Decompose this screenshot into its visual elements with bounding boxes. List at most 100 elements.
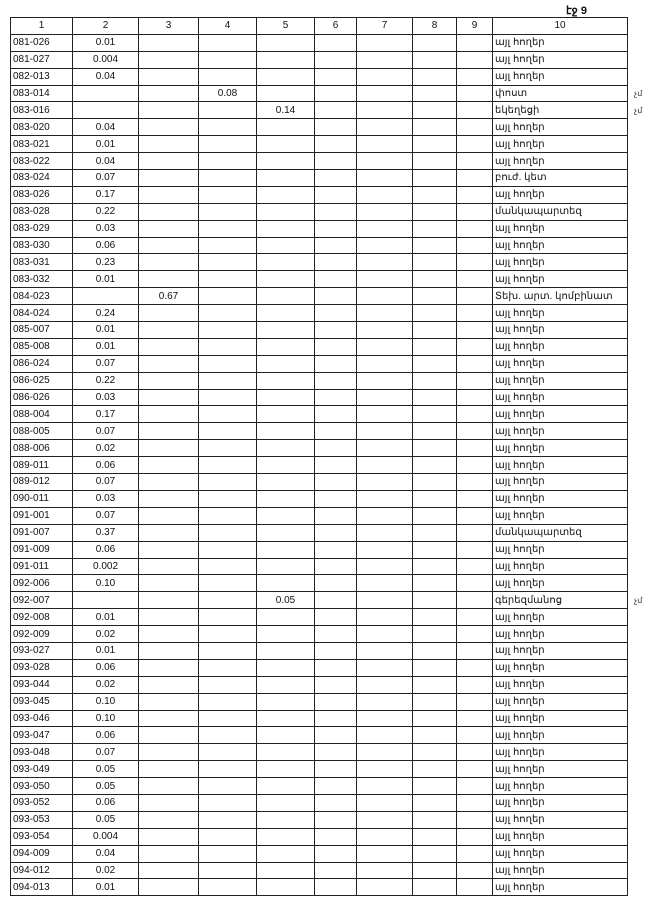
cell-col-6 bbox=[314, 523, 357, 542]
table-row: 086-024 0.07 այլ հողեր bbox=[10, 354, 628, 373]
cell-col-1: 083-021 bbox=[10, 135, 73, 154]
cell-col-1: 083-029 bbox=[10, 219, 73, 238]
cell-col-10: այլ հողեր bbox=[492, 844, 628, 863]
cell-col-4 bbox=[198, 304, 257, 323]
cell-col-6 bbox=[314, 658, 357, 677]
cell-col-8 bbox=[412, 709, 457, 728]
cell-col-3 bbox=[138, 810, 199, 829]
cell-col-5 bbox=[256, 304, 315, 323]
cell-col-3 bbox=[138, 506, 199, 525]
cell-col-10: այլ հողեր bbox=[492, 692, 628, 711]
cell-col-6 bbox=[314, 169, 357, 187]
table-row: 088-004 0.17 այլ հողեր bbox=[10, 405, 628, 424]
cell-col-8 bbox=[412, 287, 457, 306]
cell-col-9 bbox=[456, 236, 493, 255]
cell-col-5 bbox=[256, 185, 315, 204]
cell-col-3 bbox=[138, 50, 199, 69]
cell-col-6 bbox=[314, 253, 357, 272]
cell-col-2 bbox=[72, 287, 139, 306]
cell-col-5 bbox=[256, 135, 315, 154]
cell-col-9 bbox=[456, 523, 493, 542]
cell-col-9 bbox=[456, 84, 493, 103]
cell-col-8 bbox=[412, 760, 457, 779]
cell-col-1: 086-026 bbox=[10, 388, 73, 407]
cell-col-1: 085-008 bbox=[10, 337, 73, 356]
cell-col-9 bbox=[456, 641, 493, 660]
cell-col-3 bbox=[138, 405, 199, 424]
table-row: 093-028 0.06 այլ հողեր bbox=[10, 658, 628, 677]
cell-col-6 bbox=[314, 135, 357, 154]
cell-col-6 bbox=[314, 456, 357, 475]
cell-col-9 bbox=[456, 777, 493, 795]
cell-col-1: 083-031 bbox=[10, 253, 73, 272]
cell-col-2 bbox=[72, 84, 139, 103]
table-row: 093-053 0.05 այլ հողեր bbox=[10, 810, 628, 829]
cell-col-10: այլ հողեր bbox=[492, 489, 628, 508]
cell-col-6 bbox=[314, 540, 357, 559]
cell-col-6 bbox=[314, 709, 357, 728]
table-row: 085-008 0.01 այլ հողեր bbox=[10, 337, 628, 356]
cell-col-2: 0.004 bbox=[72, 827, 139, 846]
cell-col-4 bbox=[198, 388, 257, 407]
cell-col-6 bbox=[314, 489, 357, 508]
cell-col-1: 093-052 bbox=[10, 793, 73, 812]
table-header-row: 1 2 3 4 5 6 7 8 9 10 bbox=[10, 17, 628, 35]
cell-col-1: 084-023 bbox=[10, 287, 73, 306]
cell-col-1: 081-026 bbox=[10, 33, 73, 52]
cell-col-2: 0.23 bbox=[72, 253, 139, 272]
table-row: 083-024 0.07 բուժ. կետ bbox=[10, 169, 628, 187]
cell-col-7 bbox=[356, 169, 413, 187]
cell-col-4 bbox=[198, 726, 257, 745]
table-row: 086-025 0.22 այլ հողեր bbox=[10, 371, 628, 390]
cell-col-2: 0.03 bbox=[72, 489, 139, 508]
cell-col-9 bbox=[456, 557, 493, 576]
cell-col-9 bbox=[456, 456, 493, 475]
table-row: 092-007 0.05 գերեզմանոց bbox=[10, 591, 628, 610]
cell-col-4 bbox=[198, 405, 257, 424]
cell-col-10: այլ հողեր bbox=[492, 625, 628, 643]
cell-col-3 bbox=[138, 523, 199, 542]
cell-col-6 bbox=[314, 625, 357, 643]
cell-col-9 bbox=[456, 608, 493, 627]
cell-col-3 bbox=[138, 760, 199, 779]
cell-col-8 bbox=[412, 152, 457, 171]
column-header-2: 2 bbox=[72, 17, 139, 35]
table-row: 093-045 0.10 այլ հողեր bbox=[10, 692, 628, 711]
cell-col-2: 0.17 bbox=[72, 405, 139, 424]
table-row: 093-052 0.06 այլ հողեր bbox=[10, 793, 628, 812]
cell-col-1: 083-030 bbox=[10, 236, 73, 255]
cell-col-8 bbox=[412, 135, 457, 154]
cell-col-8 bbox=[412, 574, 457, 593]
cell-col-2: 0.07 bbox=[72, 422, 139, 441]
cell-col-2: 0.07 bbox=[72, 169, 139, 187]
cell-col-6 bbox=[314, 219, 357, 238]
cell-col-10: այլ հողեր bbox=[492, 574, 628, 593]
table-row: 093-048 0.07 այլ հողեր bbox=[10, 743, 628, 762]
cell-col-7 bbox=[356, 354, 413, 373]
cell-col-2: 0.04 bbox=[72, 67, 139, 86]
cell-col-8 bbox=[412, 523, 457, 542]
cell-col-10: բուժ. կետ bbox=[492, 169, 628, 187]
cell-col-9 bbox=[456, 50, 493, 69]
cell-col-2: 0.04 bbox=[72, 844, 139, 863]
cell-col-10: այլ հողեր bbox=[492, 67, 628, 86]
cell-col-2: 0.01 bbox=[72, 321, 139, 339]
cell-col-7 bbox=[356, 287, 413, 306]
cell-col-9 bbox=[456, 473, 493, 491]
cell-col-4 bbox=[198, 506, 257, 525]
cell-col-8 bbox=[412, 827, 457, 846]
cell-col-2: 0.02 bbox=[72, 861, 139, 880]
cell-col-9 bbox=[456, 625, 493, 643]
cell-col-4 bbox=[198, 827, 257, 846]
cell-col-5 bbox=[256, 743, 315, 762]
cell-col-3 bbox=[138, 489, 199, 508]
cell-col-5 bbox=[256, 878, 315, 897]
cell-col-1: 086-025 bbox=[10, 371, 73, 390]
cell-col-10: այլ հողեր bbox=[492, 152, 628, 171]
cell-col-4 bbox=[198, 760, 257, 779]
cell-col-7 bbox=[356, 185, 413, 204]
cell-col-1: 083-026 bbox=[10, 185, 73, 204]
cell-col-6 bbox=[314, 405, 357, 424]
cell-col-2: 0.004 bbox=[72, 50, 139, 69]
cell-col-5 bbox=[256, 473, 315, 491]
